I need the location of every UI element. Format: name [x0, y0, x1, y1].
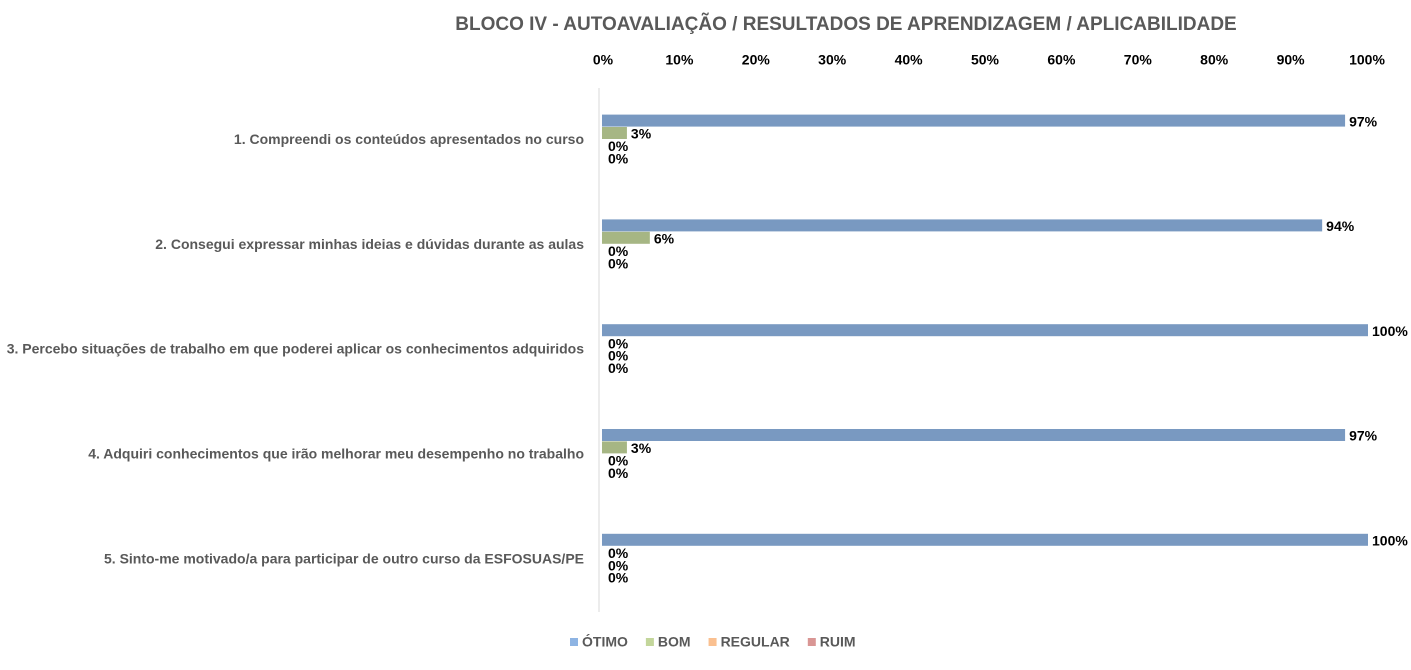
x-tick-label: 40% [895, 52, 924, 68]
x-tick-label: 70% [1124, 52, 1153, 68]
bar [602, 114, 1346, 127]
x-tick-label: 80% [1200, 52, 1229, 68]
category-label: 3. Percebo situações de trabalho em que … [7, 341, 584, 357]
x-tick-label: 20% [742, 52, 771, 68]
value-label: 100% [1372, 323, 1408, 339]
value-label: 3% [631, 440, 652, 456]
value-label: 0% [608, 243, 629, 259]
chart-title: BLOCO IV - AUTOAVALIAÇÃO / RESULTADOS DE… [455, 13, 1236, 35]
value-label: 0% [608, 360, 629, 376]
bar [602, 324, 1368, 337]
value-label: 3% [631, 126, 652, 142]
value-label: 100% [1372, 533, 1408, 549]
bar [602, 219, 1323, 232]
x-tick-label: 30% [818, 52, 847, 68]
x-tick-label: 50% [971, 52, 1000, 68]
legend-swatch [708, 638, 717, 646]
value-label: 0% [608, 151, 629, 167]
x-tick-label: 60% [1047, 52, 1076, 68]
value-label: 6% [654, 231, 675, 247]
bar [602, 533, 1368, 546]
legend-swatch [570, 638, 578, 646]
value-label: 0% [608, 255, 629, 271]
value-label: 0% [608, 348, 629, 364]
value-label: 97% [1349, 428, 1378, 444]
x-tick-label: 10% [665, 52, 694, 68]
bar [602, 127, 627, 139]
x-tick-label: 0% [593, 52, 614, 68]
legend-label: REGULAR [721, 634, 790, 650]
bar [602, 429, 1346, 441]
category-label: 2. Consegui expressar minhas ideias e dú… [155, 236, 584, 252]
category-label: 1. Compreendi os conteúdos apresentados … [234, 131, 584, 147]
legend-swatch [645, 638, 654, 646]
category-label: 4. Adquiri conhecimentos que irão melhor… [88, 446, 584, 462]
value-label: 0% [608, 138, 629, 154]
value-label: 0% [608, 545, 629, 561]
legend-label: BOM [658, 634, 691, 650]
value-label: 0% [608, 557, 629, 573]
value-label: 94% [1326, 218, 1355, 234]
value-label: 0% [608, 335, 629, 351]
bar [602, 441, 627, 454]
legend-label: ÓTIMO [582, 633, 628, 650]
x-tick-label: 100% [1349, 52, 1385, 68]
legend-label: RUIM [820, 634, 856, 650]
value-label: 0% [608, 465, 629, 481]
legend-swatch [807, 638, 816, 646]
bar [602, 231, 650, 244]
value-label: 97% [1349, 113, 1378, 129]
x-tick-label: 90% [1277, 52, 1306, 68]
value-label: 0% [608, 570, 629, 586]
category-label: 5. Sinto-me motivado/a para participar d… [104, 550, 584, 566]
value-label: 0% [608, 453, 629, 469]
